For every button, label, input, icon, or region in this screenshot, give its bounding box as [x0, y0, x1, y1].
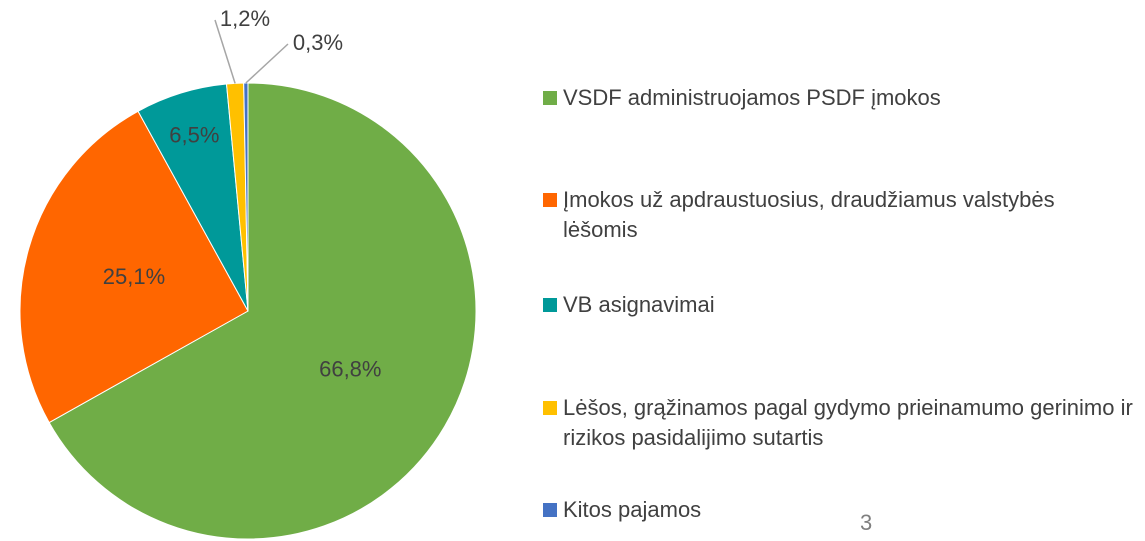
legend-swatch	[543, 193, 557, 207]
data-label: 6,5%	[169, 122, 219, 147]
pie-slice	[19, 110, 249, 424]
data-label: 25,1%	[103, 264, 165, 289]
legend-label: Įmokos už apdraustuosius, draudžiamus va…	[563, 187, 1055, 242]
legend-item: Kitos pajamos	[543, 495, 1133, 525]
legend-item: Įmokos už apdraustuosius, draudžiamus va…	[543, 185, 1133, 245]
slide-number: 3	[860, 510, 873, 535]
legend-label: Lėšos, grąžinamos pagal gydymo prieinamu…	[563, 395, 1133, 450]
data-label: 0,3%	[293, 30, 343, 55]
data-label: 1,2%	[220, 6, 270, 31]
leader-line	[214, 19, 236, 84]
leader-line	[245, 43, 289, 84]
legend-swatch	[543, 298, 557, 312]
legend-item: Lėšos, grąžinamos pagal gydymo prieinamu…	[543, 393, 1133, 453]
legend-swatch	[543, 91, 557, 105]
legend-item: VB asignavimai	[543, 290, 1133, 320]
legend-label: Kitos pajamos	[563, 497, 702, 522]
pie-slice	[243, 82, 249, 312]
legend-swatch	[543, 401, 557, 415]
data-label: 66,8%	[319, 357, 381, 382]
legend-item: VSDF administruojamos PSDF įmokos	[543, 83, 1133, 113]
legend-label: VSDF administruojamos PSDF įmokos	[563, 85, 941, 110]
legend-label: VB asignavimai	[563, 292, 715, 317]
pie-slice	[48, 82, 477, 540]
legend-swatch	[543, 503, 557, 517]
